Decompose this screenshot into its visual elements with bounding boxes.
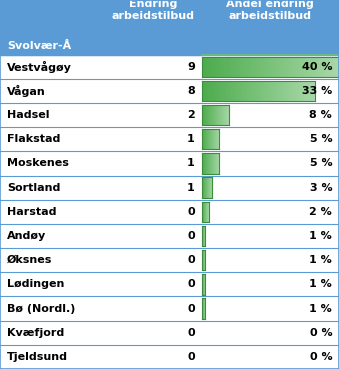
Bar bbox=[0, 103, 339, 127]
Text: 5 %: 5 % bbox=[310, 158, 332, 168]
Bar bbox=[0, 0, 339, 55]
Bar bbox=[0, 296, 339, 321]
Text: Vestvågøy: Vestvågøy bbox=[7, 61, 72, 73]
Bar bbox=[0, 79, 339, 103]
Text: Moskenes: Moskenes bbox=[7, 158, 69, 168]
Text: Flakstad: Flakstad bbox=[7, 134, 60, 144]
Text: Vågan: Vågan bbox=[7, 85, 45, 97]
Text: 0: 0 bbox=[187, 255, 195, 265]
Text: 0 %: 0 % bbox=[310, 352, 332, 362]
Bar bbox=[0, 321, 339, 345]
Text: 0: 0 bbox=[187, 279, 195, 289]
Text: 1 %: 1 % bbox=[310, 304, 332, 314]
Text: 1: 1 bbox=[187, 134, 195, 144]
Text: 2: 2 bbox=[187, 110, 195, 120]
Text: Lødingen: Lødingen bbox=[7, 279, 64, 289]
Bar bbox=[0, 176, 339, 200]
Text: Harstad: Harstad bbox=[7, 207, 56, 217]
Text: Andel endring
arbeidstilbud: Andel endring arbeidstilbud bbox=[226, 0, 314, 21]
Bar bbox=[0, 248, 339, 272]
Text: 0: 0 bbox=[187, 304, 195, 314]
Text: 8 %: 8 % bbox=[310, 110, 332, 120]
Text: 9: 9 bbox=[187, 62, 195, 72]
Text: Hadsel: Hadsel bbox=[7, 110, 49, 120]
Text: 2 %: 2 % bbox=[310, 207, 332, 217]
Text: 8: 8 bbox=[187, 86, 195, 96]
Text: 3 %: 3 % bbox=[310, 183, 332, 193]
Text: 1 %: 1 % bbox=[310, 279, 332, 289]
Text: Sortland: Sortland bbox=[7, 183, 60, 193]
Text: 40 %: 40 % bbox=[302, 62, 332, 72]
Text: Øksnes: Øksnes bbox=[7, 255, 52, 265]
Text: 0: 0 bbox=[187, 207, 195, 217]
Bar bbox=[0, 55, 339, 79]
Text: 1 %: 1 % bbox=[310, 231, 332, 241]
Text: 1: 1 bbox=[187, 158, 195, 168]
Text: 0: 0 bbox=[187, 328, 195, 338]
Bar bbox=[0, 127, 339, 151]
Text: 1: 1 bbox=[187, 183, 195, 193]
Text: 5 %: 5 % bbox=[310, 134, 332, 144]
Bar bbox=[0, 272, 339, 296]
Text: Tjeldsund: Tjeldsund bbox=[7, 352, 68, 362]
Bar bbox=[0, 224, 339, 248]
Bar bbox=[0, 200, 339, 224]
Text: Bø (Nordl.): Bø (Nordl.) bbox=[7, 304, 75, 314]
Text: 0: 0 bbox=[187, 231, 195, 241]
Bar bbox=[0, 151, 339, 176]
Text: Andøy: Andøy bbox=[7, 231, 46, 241]
Text: Kvæfjord: Kvæfjord bbox=[7, 328, 64, 338]
Bar bbox=[0, 345, 339, 369]
Text: 1 %: 1 % bbox=[310, 255, 332, 265]
Text: Endring
arbeidstilbud: Endring arbeidstilbud bbox=[112, 0, 195, 21]
Text: 0: 0 bbox=[187, 352, 195, 362]
Text: Svolvær-Å: Svolvær-Å bbox=[7, 41, 71, 51]
Text: 0 %: 0 % bbox=[310, 328, 332, 338]
Text: 33 %: 33 % bbox=[302, 86, 332, 96]
